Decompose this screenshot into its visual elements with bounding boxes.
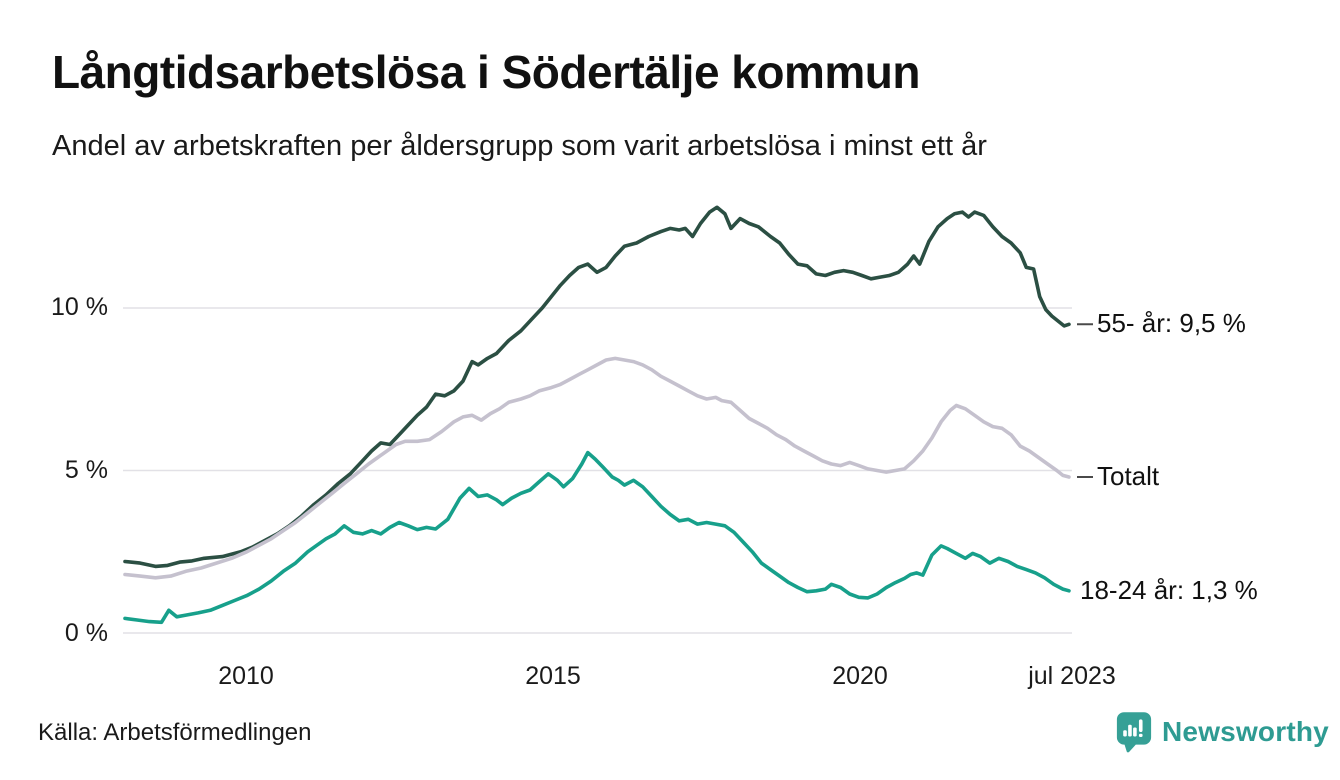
- series-end-label-totalt: Totalt: [1097, 461, 1160, 491]
- newsworthy-logo[interactable]: Newsworthy: [1116, 710, 1329, 754]
- series-line-Totalt: [123, 356, 1071, 580]
- y-axis-tick-0: 0 %: [64, 619, 108, 647]
- x-axis-tick-jul2023: jul 2023: [1028, 662, 1116, 690]
- x-axis-tick-2010: 2010: [218, 662, 274, 690]
- y-axis-tick-10: 10 %: [51, 293, 108, 321]
- x-axis-tick-2020: 2020: [832, 662, 888, 690]
- series-line-18-24-r: [123, 450, 1071, 625]
- x-axis-tick-2015: 2015: [525, 662, 581, 690]
- series-line-55--r: [123, 205, 1071, 569]
- series-end-label-18-24: 18-24 år: 1,3 %: [1080, 575, 1258, 605]
- page-title: Långtidsarbetslösa i Södertälje kommun: [52, 46, 920, 98]
- source-attribution: Källa: Arbetsförmedlingen: [38, 719, 312, 746]
- newsworthy-bubble-chart-icon: [1116, 711, 1152, 753]
- series-end-label-55-ar: 55- år: 9,5 %: [1097, 308, 1246, 338]
- newsworthy-wordmark: Newsworthy: [1162, 716, 1329, 747]
- y-axis-tick-5: 5 %: [64, 456, 108, 484]
- page-subtitle: Andel av arbetskraften per åldersgrupp s…: [52, 130, 987, 162]
